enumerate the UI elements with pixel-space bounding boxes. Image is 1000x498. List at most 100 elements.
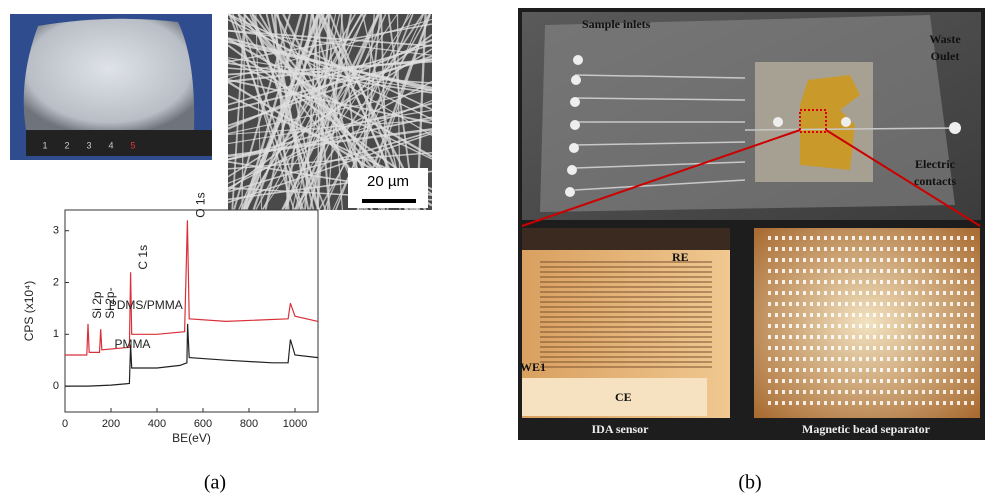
bead [768,247,771,251]
bead [782,247,785,251]
bead [831,368,834,372]
bead [768,401,771,405]
bead [887,302,890,306]
fiber [227,62,433,94]
bead [943,291,946,295]
bead [894,247,897,251]
bead [901,269,904,273]
bead [901,390,904,394]
bead [964,324,967,328]
bead [789,379,792,383]
bead [936,390,939,394]
bead [852,258,855,262]
bead [789,236,792,240]
x-tick-label: 0 [62,418,68,430]
bead [922,291,925,295]
bead [915,269,918,273]
bead [831,269,834,273]
bead [831,280,834,284]
bead [824,280,827,284]
bead [782,258,785,262]
bead [852,335,855,339]
bead [859,335,862,339]
bead [880,291,883,295]
fiber [227,116,433,161]
bead [789,346,792,350]
bead [929,302,932,306]
bead [796,280,799,284]
bead [852,236,855,240]
label: Waste [929,32,961,46]
bead [866,258,869,262]
bead [894,258,897,262]
bead [887,324,890,328]
bead [845,357,848,361]
bead [782,346,785,350]
bead [887,335,890,339]
bead [873,280,876,284]
bead [936,379,939,383]
fiber [227,99,433,184]
bead [901,302,904,306]
bead [845,313,848,317]
bead [768,313,771,317]
bead [873,335,876,339]
bead [817,357,820,361]
bead [810,258,813,262]
bead [901,236,904,240]
bead [866,247,869,251]
bead [768,335,771,339]
bead [824,390,827,394]
bead [789,324,792,328]
bead [943,401,946,405]
bead [775,247,778,251]
bead [908,324,911,328]
bead [880,302,883,306]
bead [950,368,953,372]
fiber [227,58,433,160]
bead [943,302,946,306]
bead [831,346,834,350]
bead [768,280,771,284]
bead [901,357,904,361]
bead [838,390,841,394]
bead [810,313,813,317]
fiber [227,152,433,170]
bead [768,236,771,240]
bead [817,302,820,306]
bead [775,280,778,284]
bead [845,291,848,295]
bead [845,236,848,240]
bead [817,379,820,383]
bead [838,313,841,317]
peak-label: C 1s [136,245,150,270]
peak-label: Si 2p [90,291,104,319]
bead [824,258,827,262]
bead [880,324,883,328]
bead [922,302,925,306]
bead [782,236,785,240]
bead [866,313,869,317]
bead [971,379,974,383]
bead [880,280,883,284]
bead [887,258,890,262]
fiber [227,13,433,111]
bead [943,368,946,372]
bead [873,313,876,317]
bead [936,236,939,240]
bead [824,302,827,306]
bead [922,357,925,361]
x-tick-label: 1000 [283,418,307,430]
bead [915,324,918,328]
bead [859,401,862,405]
bead [817,335,820,339]
bead [964,313,967,317]
bead [908,313,911,317]
bead [922,258,925,262]
bead [908,335,911,339]
bead [971,357,974,361]
bead [824,357,827,361]
bead [887,379,890,383]
bead [929,280,932,284]
bead [824,346,827,350]
